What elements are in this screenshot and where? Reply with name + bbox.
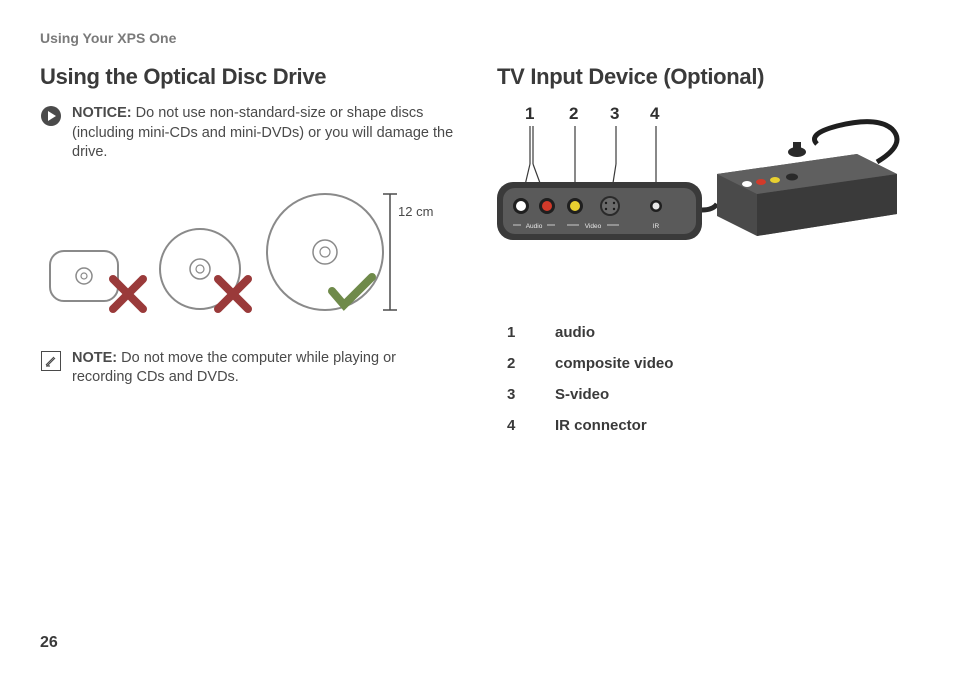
left-column: Using the Optical Disc Drive NOTICE: Do … (40, 64, 457, 448)
legend-label: audio (555, 324, 595, 341)
legend-num: 2 (507, 355, 521, 372)
port-label-video: Video (585, 223, 602, 230)
tv-device-svg: Audio Video IR (497, 104, 927, 284)
notice-callout: NOTICE: Do not use non-standard-size or … (40, 104, 457, 163)
legend-row: 3 S-video (507, 386, 914, 403)
disc-compatibility-figure: 12 cm (40, 179, 457, 329)
legend-label: composite video (555, 355, 673, 372)
heading-optical-drive: Using the Optical Disc Drive (40, 64, 457, 90)
note-icon (40, 350, 62, 372)
running-header: Using Your XPS One (40, 30, 914, 46)
notice-lead-label: NOTICE: (72, 105, 132, 121)
port-label-ir: IR (653, 223, 660, 230)
notice-text: NOTICE: Do not use non-standard-size or … (72, 104, 457, 163)
right-column: TV Input Device (Optional) 1 2 3 4 (497, 64, 914, 448)
note-lead-label: NOTE: (72, 350, 117, 366)
content-columns: Using the Optical Disc Drive NOTICE: Do … (40, 64, 914, 448)
note-body: Do not move the computer while playing o… (72, 350, 396, 386)
tv-input-figure: 1 2 3 4 (497, 104, 914, 284)
legend-row: 4 IR connector (507, 417, 914, 434)
legend-label: S-video (555, 386, 609, 403)
note-callout: NOTE: Do not move the computer while pla… (40, 349, 457, 388)
legend-table: 1 audio 2 composite video 3 S-video 4 IR… (507, 324, 914, 434)
legend-num: 4 (507, 417, 521, 434)
disc-shapes-svg (40, 179, 440, 329)
note-text: NOTE: Do not move the computer while pla… (72, 349, 457, 388)
page-number: 26 (40, 634, 58, 652)
legend-num: 1 (507, 324, 521, 341)
port-label-audio: Audio (526, 223, 543, 230)
legend-num: 3 (507, 386, 521, 403)
legend-row: 2 composite video (507, 355, 914, 372)
notice-icon (40, 105, 62, 127)
heading-tv-input: TV Input Device (Optional) (497, 64, 914, 90)
legend-row: 1 audio (507, 324, 914, 341)
legend-label: IR connector (555, 417, 647, 434)
dimension-label: 12 cm (398, 204, 433, 219)
